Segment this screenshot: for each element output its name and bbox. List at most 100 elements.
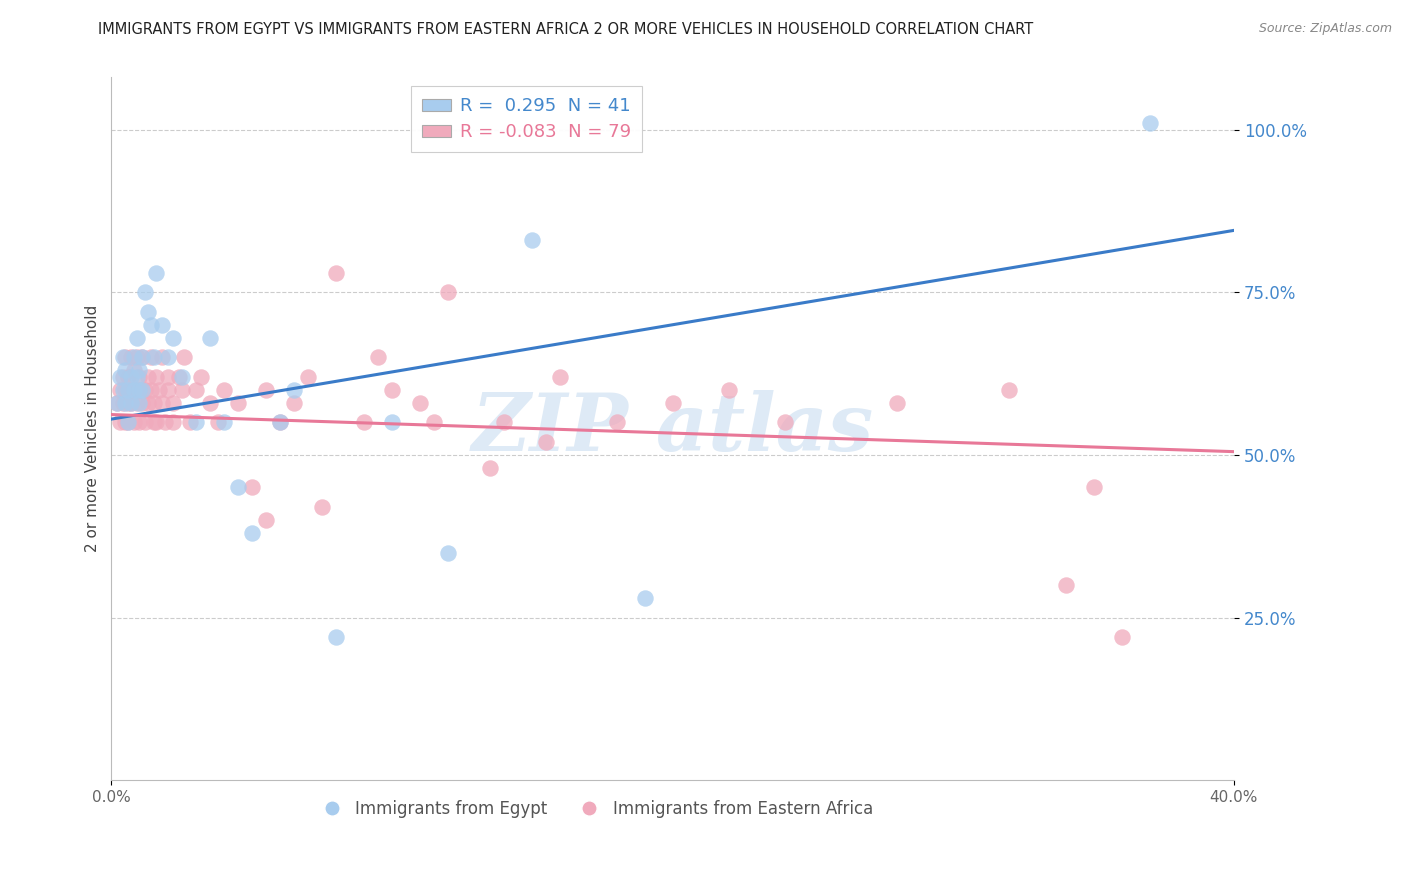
Point bbox=[381, 383, 404, 397]
Point bbox=[184, 416, 207, 430]
Point bbox=[226, 480, 249, 494]
Text: IMMIGRANTS FROM EGYPT VS IMMIGRANTS FROM EASTERN AFRICA 2 OR MORE VEHICLES IN HO: IMMIGRANTS FROM EGYPT VS IMMIGRANTS FROM… bbox=[98, 22, 1033, 37]
Point bbox=[117, 396, 139, 410]
Point bbox=[131, 396, 153, 410]
Point bbox=[125, 369, 148, 384]
Point bbox=[125, 396, 148, 410]
Point bbox=[179, 416, 201, 430]
Point bbox=[128, 369, 150, 384]
Point bbox=[128, 416, 150, 430]
Point bbox=[156, 351, 179, 365]
Point bbox=[207, 416, 229, 430]
Point bbox=[1139, 116, 1161, 130]
Point bbox=[139, 318, 162, 332]
Point bbox=[437, 545, 460, 559]
Point bbox=[198, 331, 221, 345]
Point bbox=[136, 396, 159, 410]
Point bbox=[170, 383, 193, 397]
Text: ZIP atlas: ZIP atlas bbox=[471, 390, 873, 467]
Point bbox=[120, 351, 142, 365]
Point bbox=[1083, 480, 1105, 494]
Point bbox=[142, 396, 165, 410]
Point bbox=[131, 383, 153, 397]
Point bbox=[173, 351, 195, 365]
Point bbox=[122, 416, 145, 430]
Point bbox=[437, 285, 460, 300]
Point bbox=[240, 480, 263, 494]
Point bbox=[114, 396, 136, 410]
Point bbox=[148, 383, 170, 397]
Point bbox=[550, 369, 572, 384]
Point bbox=[111, 369, 134, 384]
Point bbox=[170, 369, 193, 384]
Point bbox=[254, 383, 277, 397]
Point bbox=[1054, 578, 1077, 592]
Point bbox=[494, 416, 516, 430]
Point bbox=[125, 331, 148, 345]
Point bbox=[105, 396, 128, 410]
Point bbox=[117, 416, 139, 430]
Point bbox=[212, 383, 235, 397]
Point bbox=[122, 383, 145, 397]
Point bbox=[153, 416, 176, 430]
Point bbox=[128, 396, 150, 410]
Point bbox=[773, 416, 796, 430]
Point bbox=[325, 266, 347, 280]
Point bbox=[120, 369, 142, 384]
Point bbox=[633, 591, 655, 605]
Point bbox=[120, 396, 142, 410]
Point bbox=[156, 369, 179, 384]
Point bbox=[139, 351, 162, 365]
Point bbox=[162, 416, 184, 430]
Point bbox=[150, 351, 173, 365]
Point bbox=[128, 383, 150, 397]
Point bbox=[134, 383, 156, 397]
Point bbox=[128, 363, 150, 377]
Point bbox=[117, 416, 139, 430]
Point bbox=[145, 266, 167, 280]
Point bbox=[661, 396, 683, 410]
Point bbox=[108, 383, 131, 397]
Point bbox=[150, 318, 173, 332]
Point bbox=[128, 383, 150, 397]
Point bbox=[190, 369, 212, 384]
Point bbox=[134, 416, 156, 430]
Point bbox=[136, 304, 159, 318]
Point bbox=[120, 396, 142, 410]
Point bbox=[162, 396, 184, 410]
Point bbox=[145, 369, 167, 384]
Point bbox=[125, 351, 148, 365]
Point bbox=[150, 396, 173, 410]
Point bbox=[117, 383, 139, 397]
Point bbox=[1111, 630, 1133, 644]
Point bbox=[522, 233, 544, 247]
Point bbox=[536, 434, 558, 449]
Point bbox=[108, 369, 131, 384]
Point bbox=[162, 331, 184, 345]
Point bbox=[122, 351, 145, 365]
Point bbox=[131, 351, 153, 365]
Point bbox=[184, 383, 207, 397]
Point bbox=[167, 369, 190, 384]
Point bbox=[117, 369, 139, 384]
Point bbox=[120, 383, 142, 397]
Point bbox=[114, 363, 136, 377]
Point bbox=[283, 396, 305, 410]
Y-axis label: 2 or more Vehicles in Household: 2 or more Vehicles in Household bbox=[86, 305, 100, 552]
Point bbox=[606, 416, 628, 430]
Point bbox=[283, 383, 305, 397]
Point bbox=[226, 396, 249, 410]
Text: Source: ZipAtlas.com: Source: ZipAtlas.com bbox=[1258, 22, 1392, 36]
Point bbox=[131, 351, 153, 365]
Point bbox=[114, 383, 136, 397]
Point bbox=[142, 351, 165, 365]
Point bbox=[111, 396, 134, 410]
Point bbox=[136, 369, 159, 384]
Point bbox=[122, 363, 145, 377]
Point bbox=[114, 416, 136, 430]
Point bbox=[111, 383, 134, 397]
Point bbox=[325, 630, 347, 644]
Point bbox=[998, 383, 1021, 397]
Point bbox=[145, 416, 167, 430]
Point bbox=[254, 513, 277, 527]
